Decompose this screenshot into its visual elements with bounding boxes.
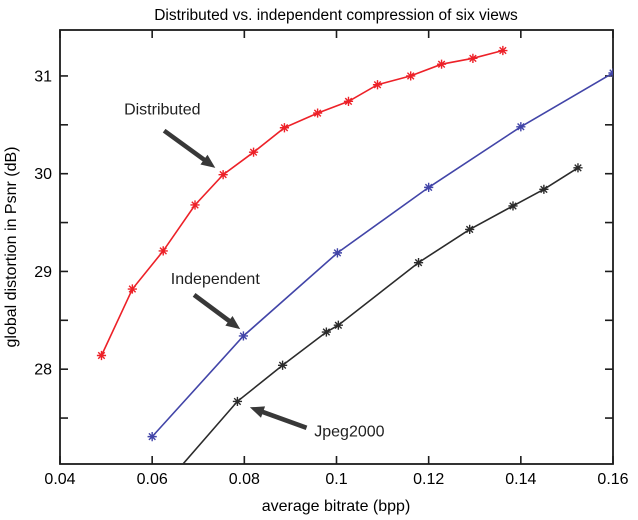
data-point-marker bbox=[96, 350, 107, 361]
data-point-marker bbox=[277, 360, 288, 370]
data-point-marker bbox=[413, 258, 424, 268]
x-tick-label: 0.14 bbox=[505, 471, 536, 488]
x-tick-label: 0.1 bbox=[325, 471, 347, 488]
data-point-marker bbox=[436, 59, 447, 69]
y-tick-label: 30 bbox=[34, 166, 52, 183]
annotation-jpeg2000: Jpeg2000 bbox=[249, 406, 385, 440]
data-point-marker bbox=[279, 123, 290, 133]
plot-area: 0.04 0.06 0.08 0.1 0.12 0.14 0.16 28 29 30 31 Distr… bbox=[34, 29, 629, 488]
annotation-arrow-shaft bbox=[256, 407, 308, 430]
data-point-marker bbox=[406, 71, 416, 81]
y-axis-label: global distortion in Psnr (dB) bbox=[3, 147, 20, 348]
series-jpeg2000 bbox=[181, 163, 583, 464]
data-point-marker bbox=[190, 200, 200, 210]
y-tick-label: 29 bbox=[34, 264, 52, 281]
annotation-distributed: Distributed bbox=[124, 102, 216, 168]
data-point-marker bbox=[127, 284, 137, 294]
data-point-marker bbox=[498, 45, 508, 56]
annotation-arrow-head bbox=[225, 315, 241, 330]
data-point-marker bbox=[232, 396, 243, 407]
series-line-distributed bbox=[100, 49, 504, 356]
data-point-marker bbox=[468, 53, 478, 63]
data-point-marker bbox=[248, 147, 259, 157]
data-point-marker bbox=[608, 68, 613, 78]
x-tick-label: 0.08 bbox=[229, 471, 260, 488]
x-tick-label: 0.12 bbox=[413, 471, 444, 488]
series-distributed bbox=[96, 45, 508, 361]
series-independent bbox=[147, 68, 613, 442]
annotation-independent: Independent bbox=[171, 271, 261, 330]
data-point-marker bbox=[516, 122, 526, 132]
x-axis-label: average bitrate (bpp) bbox=[262, 498, 411, 515]
data-point-marker bbox=[238, 331, 249, 341]
data-point-marker bbox=[333, 320, 343, 330]
annotation-arrow-shaft bbox=[192, 293, 236, 327]
data-point-marker bbox=[321, 327, 331, 337]
data-point-marker bbox=[218, 170, 228, 180]
data-point-marker bbox=[573, 163, 583, 173]
series-line-independent bbox=[151, 72, 613, 438]
data-point-marker bbox=[313, 108, 323, 118]
data-point-marker bbox=[343, 96, 354, 106]
annotation-label-distributed: Distributed bbox=[124, 102, 200, 119]
annotation-arrow-head bbox=[200, 154, 216, 168]
annotation-arrow-head bbox=[249, 406, 266, 418]
data-point-marker bbox=[158, 246, 168, 256]
x-tick-label: 0.04 bbox=[44, 471, 75, 488]
data-point-marker bbox=[372, 80, 383, 90]
axes-frame bbox=[59, 29, 614, 465]
data-point-marker bbox=[147, 432, 157, 442]
series-line-jpeg2000 bbox=[181, 167, 579, 464]
data-point-marker bbox=[424, 182, 434, 192]
data-point-marker bbox=[465, 224, 475, 235]
data-point-marker bbox=[508, 201, 518, 211]
data-point-marker bbox=[539, 184, 549, 194]
y-tick-label: 28 bbox=[34, 362, 52, 379]
annotation-arrow-shaft bbox=[162, 128, 211, 166]
x-tick-label: 0.06 bbox=[137, 471, 168, 488]
y-tick-label: 31 bbox=[34, 68, 52, 85]
chart-title: Distributed vs. independent compression … bbox=[154, 7, 518, 24]
x-tick-label: 0.16 bbox=[597, 471, 628, 488]
annotation-label-jpeg2000: Jpeg2000 bbox=[314, 423, 384, 440]
data-point-marker bbox=[332, 248, 343, 258]
annotation-label-independent: Independent bbox=[171, 271, 261, 288]
